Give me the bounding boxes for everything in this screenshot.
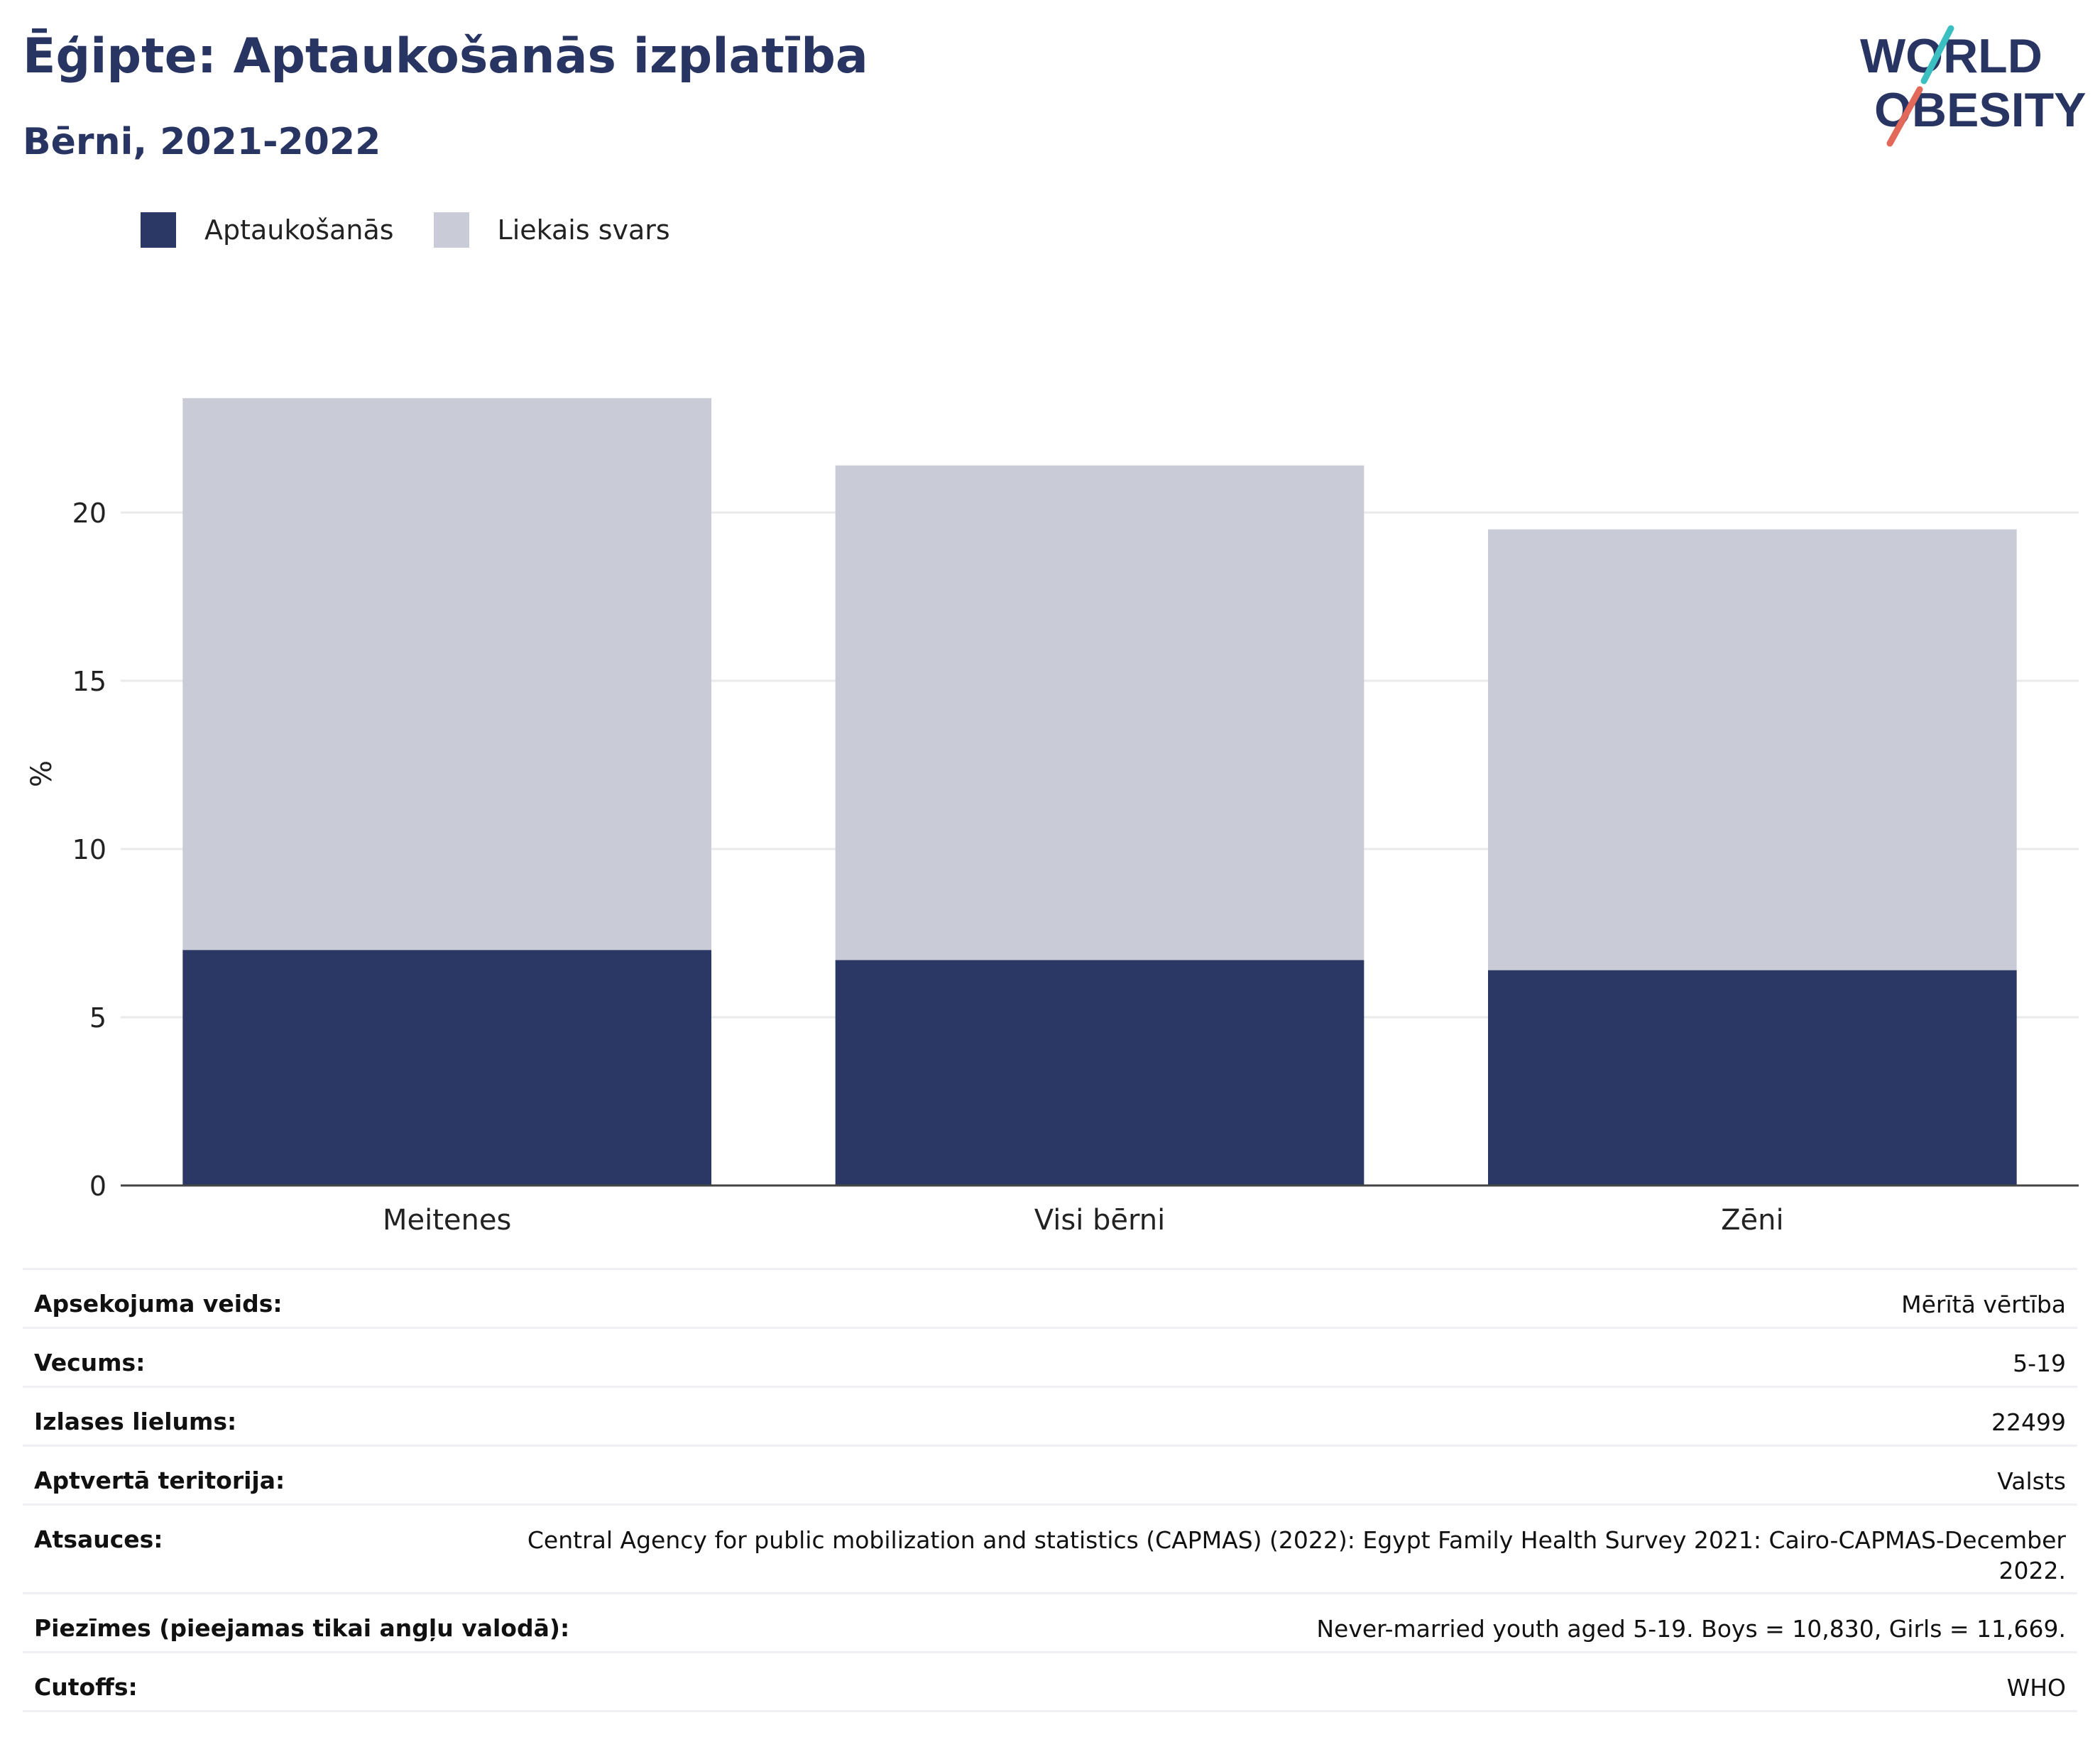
- meta-label: Vecums:: [34, 1349, 146, 1376]
- bar-obesity: [1488, 970, 2017, 1185]
- meta-row-cutoffs: Cutoffs: WHO: [23, 1651, 2077, 1710]
- legend-label-overweight: Liekais svars: [497, 214, 670, 246]
- meta-label: Aptvertā teritorija:: [34, 1467, 285, 1494]
- meta-row-survey-type: Apsekojuma veids: Mērītā vērtība: [23, 1268, 2077, 1327]
- meta-row-references: Atsauces: Central Agency for public mobi…: [23, 1504, 2077, 1592]
- meta-row-sample-size: Izlases lielums: 22499: [23, 1386, 2077, 1445]
- y-tick-label: 0: [89, 1171, 106, 1202]
- meta-value: Central Agency for public mobilization a…: [527, 1526, 2066, 1584]
- logo-slash-teal: [1920, 25, 1954, 84]
- survey-details-table: Apsekojuma veids: Mērītā vērtība Vecums:…: [23, 1268, 2077, 1712]
- legend-item-overweight[interactable]: Liekais svars: [433, 212, 670, 248]
- logo-text-world: WORLD: [1860, 29, 2042, 83]
- stacked-bar-chart: 0 5 10 15 20% Meitenes Visi bērni Zēni: [26, 398, 2079, 1237]
- page-title: Ēģipte: Aptaukošanās izplatība: [23, 28, 868, 84]
- page-subtitle: Bērni, 2021-2022: [23, 121, 381, 163]
- meta-value: Never-married youth aged 5-19. Boys = 10…: [1316, 1615, 2066, 1643]
- meta-value: Mērītā vērtība: [1901, 1291, 2066, 1318]
- bar-overweight: [835, 465, 1365, 960]
- meta-label: Cutoffs:: [34, 1673, 138, 1701]
- meta-label: Piezīmes (pieejamas tikai angļu valodā):: [34, 1614, 570, 1642]
- bar-obesity: [182, 950, 711, 1185]
- y-tick-label: 5: [89, 1002, 106, 1034]
- bar-overweight: [1488, 529, 2017, 970]
- x-tick-label: Zēni: [1721, 1204, 1783, 1237]
- meta-value: 22499: [1991, 1408, 2066, 1436]
- y-tick-label: 15: [72, 666, 106, 697]
- y-tick-label: 10: [72, 834, 106, 865]
- world-obesity-logo: WORLD OBESITY: [1860, 25, 2087, 147]
- meta-row-coverage: Aptvertā teritorija: Valsts: [23, 1445, 2077, 1504]
- meta-row-age: Vecums: 5-19: [23, 1327, 2077, 1386]
- legend-swatch-obesity: [141, 212, 176, 248]
- bar-overweight: [182, 398, 711, 951]
- x-tick-label: Meitenes: [383, 1204, 511, 1237]
- meta-bottom-border: [23, 1710, 2077, 1712]
- meta-label: Atsauces:: [34, 1526, 163, 1553]
- chart-legend: Aptaukošanās Liekais svars: [141, 210, 710, 250]
- meta-value: 5-19: [2013, 1349, 2066, 1377]
- bar-obesity: [835, 960, 1365, 1185]
- y-tick-label: 20: [72, 498, 106, 529]
- legend-swatch-overweight: [433, 212, 469, 248]
- meta-value: WHO: [2006, 1674, 2066, 1702]
- meta-label: Apsekojuma veids:: [34, 1290, 283, 1318]
- legend-label-obesity: Aptaukošanās: [204, 214, 394, 246]
- x-tick-label: Visi bērni: [1034, 1204, 1165, 1237]
- logo-slash-red: [1886, 86, 1923, 147]
- legend-item-obesity[interactable]: Aptaukošanās: [141, 212, 394, 248]
- meta-label: Izlases lielums:: [34, 1408, 237, 1435]
- meta-value: Valsts: [1997, 1467, 2066, 1495]
- y-axis-title: %: [26, 760, 58, 787]
- meta-row-notes: Piezīmes (pieejamas tikai angļu valodā):…: [23, 1592, 2077, 1651]
